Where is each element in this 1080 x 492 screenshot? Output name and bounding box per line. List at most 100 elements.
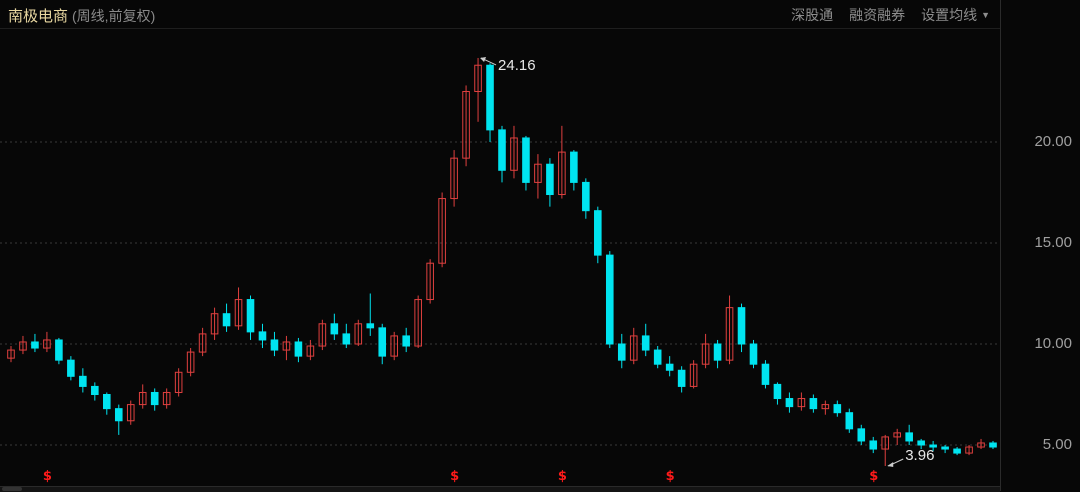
arrowhead-icon — [480, 56, 487, 62]
candle-body — [773, 383, 782, 400]
y-tick-label: 20.00 — [1034, 133, 1072, 150]
dividend-marker-icon: $ — [450, 469, 459, 484]
candle-body — [905, 432, 913, 442]
candle-body — [354, 323, 363, 345]
candle-body — [31, 341, 39, 349]
candle-body — [103, 394, 111, 410]
min-price-label: 3.96 — [905, 447, 934, 464]
candle-body — [510, 137, 518, 171]
candle-body — [546, 163, 554, 196]
axis-divider — [1000, 0, 1001, 491]
candle-body — [402, 335, 410, 347]
candle-body — [558, 151, 566, 196]
candle-body — [965, 446, 973, 454]
candle-body — [43, 339, 51, 349]
candle-body — [474, 64, 482, 92]
y-tick-label: 5.00 — [1042, 436, 1072, 453]
candle-body — [390, 335, 399, 357]
candle-body — [486, 64, 494, 131]
candle-body — [306, 345, 315, 357]
candle-body — [210, 313, 219, 335]
candle-body — [653, 349, 662, 365]
candle-body — [641, 335, 650, 351]
candle-body — [258, 331, 267, 341]
chart-mode: (周线,前复权) — [72, 8, 156, 24]
dividend-marker-icon: $ — [666, 469, 675, 484]
horizontal-scrollbar[interactable] — [0, 486, 1000, 492]
candle-body — [270, 339, 279, 351]
candle-body — [785, 398, 794, 408]
candle-body — [917, 440, 925, 446]
candle-body — [989, 442, 997, 448]
candle-body — [665, 363, 674, 371]
candle-body — [821, 404, 830, 410]
candle-body — [582, 181, 590, 212]
caret-down-icon: ▼ — [981, 10, 990, 20]
candle-body — [198, 333, 207, 353]
candle-body — [833, 404, 842, 414]
y-tick-label: 15.00 — [1034, 234, 1072, 251]
ma-settings-label: 设置均线 — [921, 7, 978, 23]
candle-body — [605, 254, 614, 345]
candle-body — [438, 198, 446, 264]
candle-body — [19, 341, 27, 351]
candle-body — [881, 436, 890, 450]
toolbar: 深股通 融资融券 设置均线 ▼ — [791, 5, 990, 25]
candle-body — [689, 363, 698, 387]
candle-body — [498, 129, 506, 171]
margin-trading-button[interactable]: 融资融券 — [849, 7, 906, 23]
candle-body — [570, 151, 578, 183]
candle-body — [318, 323, 327, 347]
stock-name: 南极电商 — [8, 8, 69, 25]
candle-body — [342, 333, 351, 345]
candle-body — [869, 440, 878, 450]
candle-body — [330, 323, 339, 335]
candle-body — [809, 398, 818, 410]
candle-body — [617, 343, 626, 361]
max-price-label: 24.16 — [498, 57, 536, 74]
candle-body — [629, 335, 638, 361]
candle-body — [749, 343, 758, 365]
sz-connect-button[interactable]: 深股通 — [791, 7, 834, 23]
candle-body — [79, 375, 87, 387]
candle-body — [246, 299, 255, 333]
y-tick-label: 10.00 — [1034, 335, 1072, 352]
candle-body — [186, 351, 195, 373]
candle-body — [174, 371, 183, 393]
candle-body — [234, 299, 243, 327]
dividend-marker-icon: $ — [869, 469, 878, 484]
candle-body — [797, 398, 806, 408]
candle-body — [366, 323, 375, 329]
candle-body — [713, 343, 722, 361]
candlestick-chart[interactable]: 24.16 3.96 $ $ $ $ $ — [0, 0, 1000, 486]
candle-body — [426, 262, 434, 301]
candle-body — [7, 349, 15, 359]
candle-body — [761, 363, 770, 385]
candle-body — [977, 442, 985, 448]
candle-body — [941, 446, 949, 450]
candle-body — [126, 404, 135, 422]
candle-body — [845, 412, 854, 430]
ma-settings-dropdown[interactable]: 设置均线 ▼ — [921, 5, 990, 25]
candle-body — [91, 385, 99, 396]
candle-body — [222, 313, 231, 327]
candle-body — [414, 299, 422, 347]
candle-body — [282, 341, 291, 351]
candle-body — [929, 444, 937, 448]
candle-body — [893, 432, 901, 438]
candle-body — [150, 391, 159, 406]
candle-body — [522, 137, 530, 183]
candle-body — [701, 343, 710, 365]
candle-body — [677, 369, 686, 387]
candle-body — [162, 391, 171, 406]
candle-body — [594, 210, 602, 256]
chart-header: 南极电商 (周线,前复权) 深股通 融资融券 设置均线 ▼ — [0, 0, 1000, 29]
candle-body — [378, 327, 387, 357]
candle-body — [138, 391, 147, 406]
scrollbar-thumb[interactable] — [2, 487, 22, 491]
candle-body — [857, 428, 866, 442]
candle-body — [462, 91, 470, 159]
candle-body — [67, 359, 75, 377]
candle-body — [534, 163, 542, 183]
candle-body — [450, 157, 458, 200]
